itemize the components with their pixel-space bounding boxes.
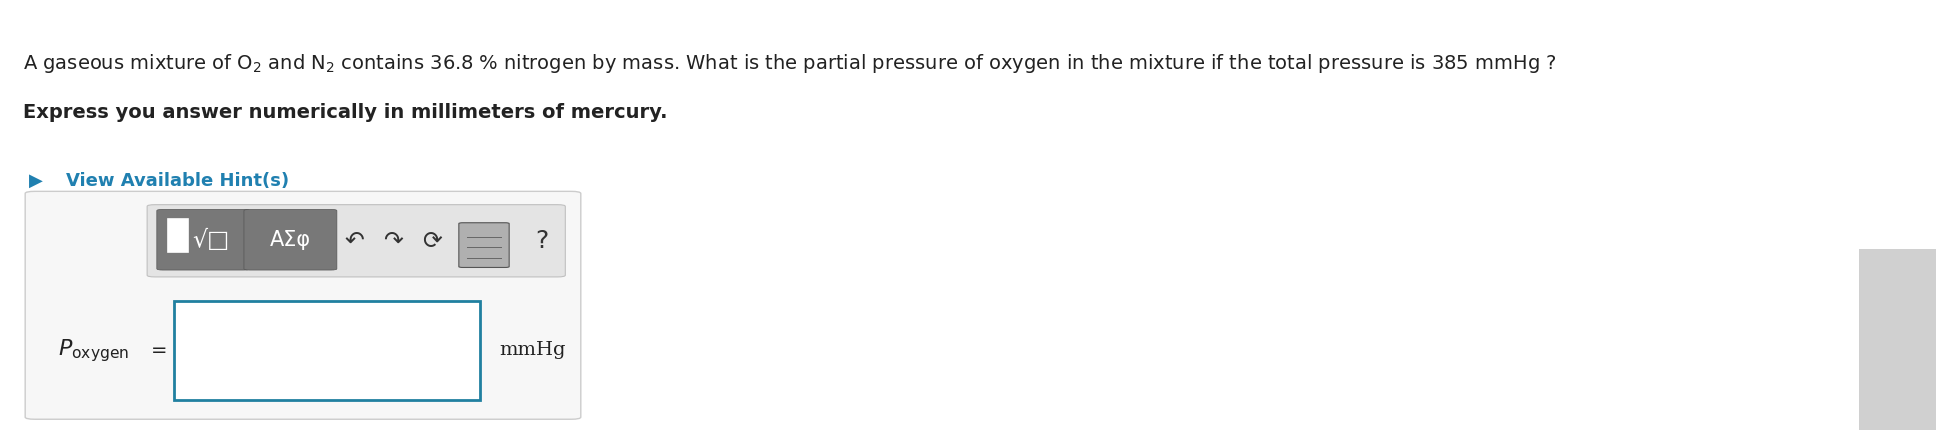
Text: ?: ?: [536, 229, 548, 253]
Text: A gaseous mixture of $\mathregular{O_2}$ and $\mathregular{N_2}$ contains 36.8 %: A gaseous mixture of $\mathregular{O_2}$…: [23, 52, 1557, 74]
Text: ⟳: ⟳: [422, 229, 441, 253]
Text: ↷: ↷: [383, 229, 403, 253]
Text: ΑΣφ: ΑΣφ: [269, 230, 312, 250]
Text: View Available Hint(s): View Available Hint(s): [66, 172, 288, 190]
Text: Express you answer numerically in millimeters of mercury.: Express you answer numerically in millim…: [23, 103, 668, 122]
Text: √□: √□: [192, 228, 230, 252]
Text: ↶: ↶: [345, 229, 364, 253]
Text: $P_{\mathrm{oxygen}}$: $P_{\mathrm{oxygen}}$: [58, 337, 130, 364]
Text: =: =: [151, 341, 168, 360]
Text: mmHg: mmHg: [499, 341, 565, 359]
Text: ▶: ▶: [29, 172, 43, 190]
